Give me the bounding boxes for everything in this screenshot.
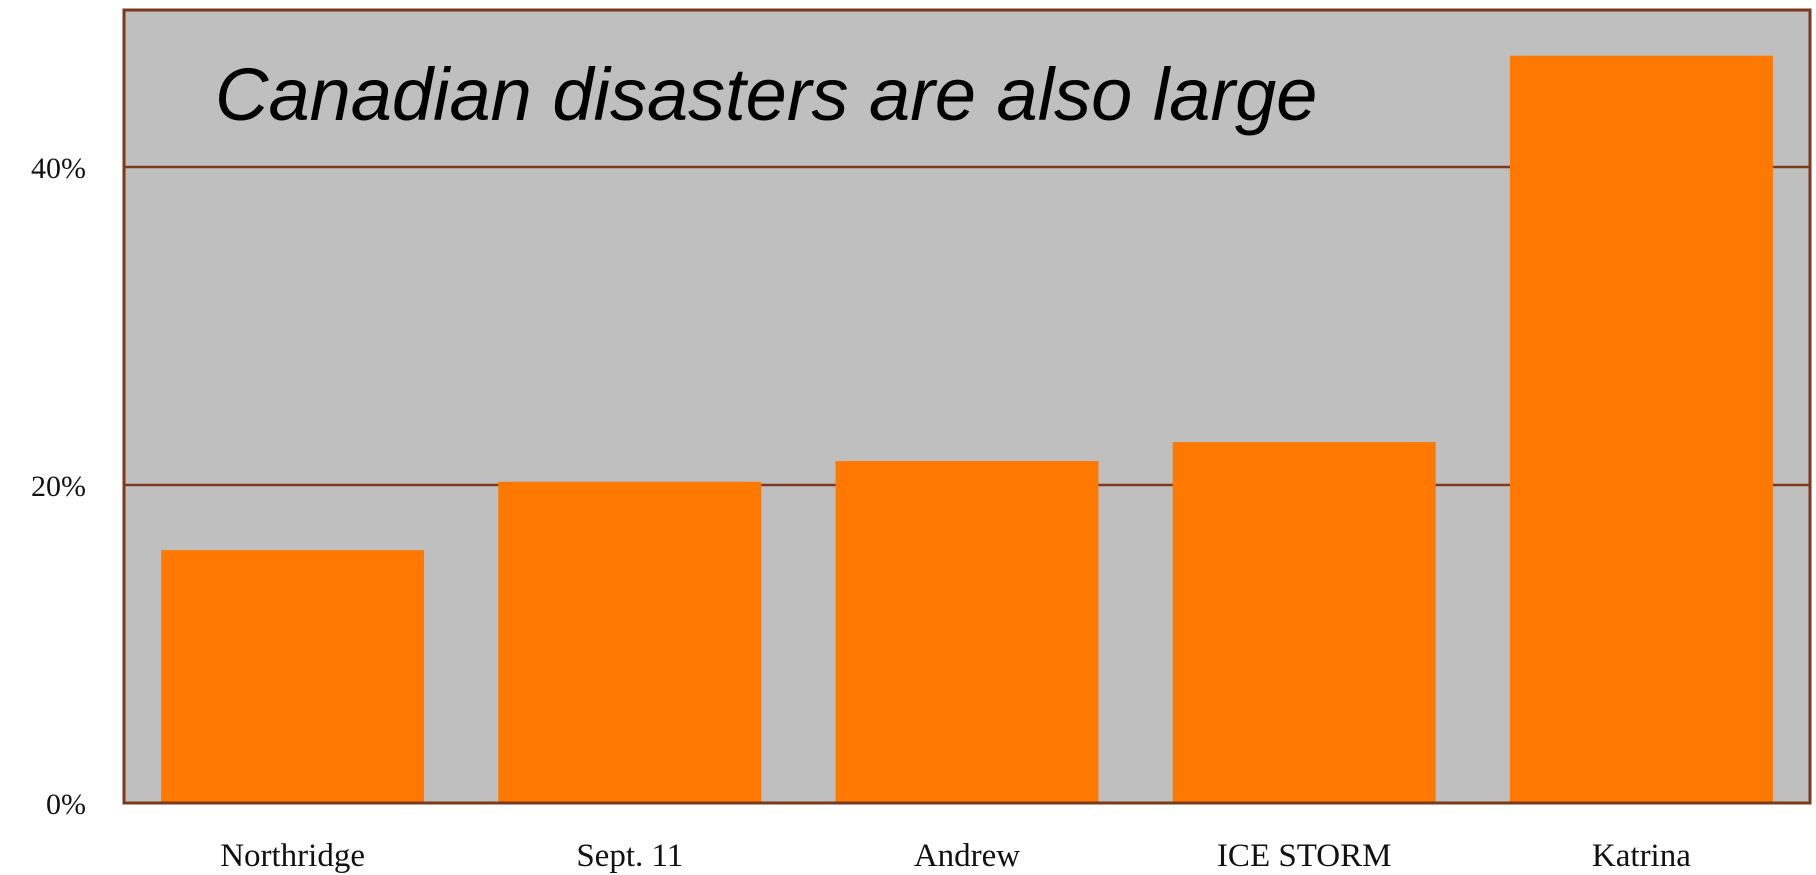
bar-sept-11 <box>498 481 762 803</box>
chart-title: Canadian disasters are also large <box>215 53 1317 136</box>
bar-ice-storm <box>1172 442 1436 803</box>
bar-northridge <box>161 550 425 803</box>
x-category-label: ICE STORM <box>1217 838 1392 874</box>
y-tick-label: 20% <box>31 470 86 503</box>
x-category-label: Andrew <box>914 838 1020 874</box>
bar-katrina <box>1509 55 1773 803</box>
x-category-label: Northridge <box>220 838 365 874</box>
bars <box>161 55 1773 803</box>
x-category-label: Katrina <box>1592 838 1691 874</box>
y-axis-ticks: 0% 20% 40% <box>31 152 86 821</box>
x-category-label: Sept. 11 <box>576 838 683 874</box>
y-tick-label: 40% <box>31 152 86 185</box>
y-tick-label: 0% <box>46 788 86 821</box>
bar-andrew <box>835 461 1099 803</box>
x-axis-labels: Northridge Sept. 11 Andrew ICE STORM Katrina <box>220 838 1691 874</box>
plot-frame <box>122 8 1812 805</box>
